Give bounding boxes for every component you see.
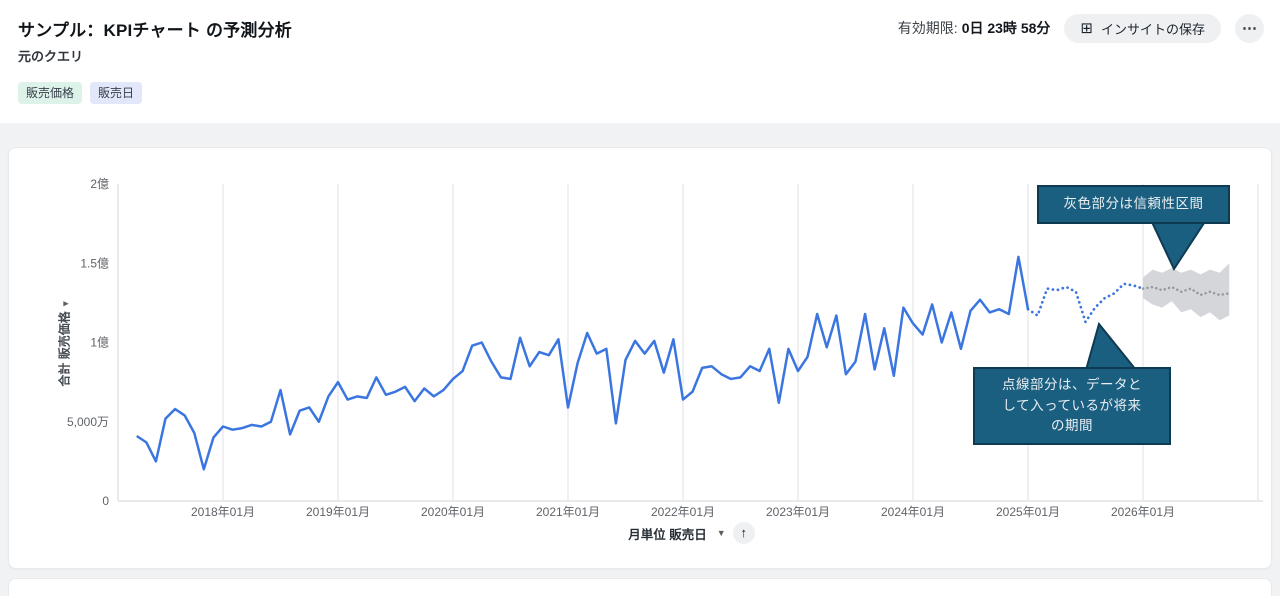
y-tick-label: 1億 (90, 336, 109, 350)
ellipsis-icon: ⋯ (1242, 19, 1257, 37)
forecast-median-line (1141, 285, 1231, 297)
y-axis-measure-dropdown[interactable]: 合計 販売価格 ▼ (56, 299, 73, 386)
future-dotted-line (1026, 282, 1145, 324)
x-tick-label: 2019年01月 (306, 505, 370, 519)
query-column-tags: 販売価格 販売日 (18, 82, 143, 105)
arrow-up-icon: ↑ (740, 525, 747, 540)
forecast-line-chart[interactable]: 0 5,000万 1億 1.5億 2億 2018年01月 2019年01月 2020年01月 2… (9, 148, 1272, 569)
y-tick-label: 1.5億 (80, 256, 109, 270)
caret-down-icon: ▼ (60, 299, 71, 309)
x-axis-control: 月単位 販売日 ▼ ↑ (118, 522, 1265, 544)
y-tick-label: 5,000万 (67, 415, 109, 429)
expiry-text: 有効期限: 0日 23時 58分 (898, 18, 1051, 38)
confidence-band (1143, 263, 1230, 321)
annotation-arrow-down (1149, 219, 1208, 272)
header-actions: 有効期限: 0日 23時 58分 ⊞ インサイトの保存 ⋯ (898, 13, 1264, 43)
x-tick-label: 2018年01月 (191, 505, 255, 519)
x-axis-unit-dropdown[interactable]: 月単位 販売日 (628, 527, 707, 542)
x-tick-label: 2023年01月 (766, 505, 830, 519)
more-options-button[interactable]: ⋯ (1235, 13, 1264, 43)
x-tick-label: 2022年01月 (651, 505, 715, 519)
annotation-confidence-interval: 灰色部分は信頼性区間 (1037, 185, 1230, 224)
x-tick-label: 2025年01月 (996, 505, 1060, 519)
page-title: サンプル：KPIチャート の予測分析 (18, 21, 292, 40)
insight-header: サンプル：KPIチャート の予測分析 元のクエリ 販売価格 販売日 有効期限: 0… (0, 0, 1280, 123)
expiry-label: 有効期限: (897, 20, 958, 36)
x-tick-label: 2026年01月 (1111, 505, 1175, 519)
x-tick-label: 2021年01月 (536, 505, 600, 519)
save-insight-label: インサイトの保存 (1100, 21, 1205, 37)
y-tick-label: 0 (102, 494, 109, 508)
actual-line (136, 255, 1030, 471)
y-tick-label: 2億 (90, 177, 109, 191)
tag-sales-price: 販売価格 (18, 82, 83, 105)
plus-square-icon: ⊞ (1080, 19, 1093, 37)
next-section-card (8, 578, 1272, 596)
x-tick-label: 2020年01月 (421, 505, 485, 519)
original-query-label: 元のクエリ (18, 49, 84, 64)
y-axis-title: 合計 販売価格 (57, 311, 72, 387)
x-tick-label: 2024年01月 (881, 505, 945, 519)
save-insight-button[interactable]: ⊞ インサイトの保存 (1064, 13, 1221, 43)
caret-down-icon[interactable]: ▼ (716, 528, 726, 538)
expiry-value: 0日 23時 58分 (961, 20, 1051, 36)
tag-sales-date: 販売日 (90, 82, 143, 105)
annotation-arrow-up (1084, 321, 1139, 371)
sort-ascending-button[interactable]: ↑ (732, 522, 755, 544)
forecast-chart-card: 0 5,000万 1億 1.5億 2億 2018年01月 2019年01月 2020年01月 2… (8, 147, 1272, 569)
annotation-future-dotted: 点線部分は、データと して入っているが将来 の期間 (973, 367, 1171, 445)
